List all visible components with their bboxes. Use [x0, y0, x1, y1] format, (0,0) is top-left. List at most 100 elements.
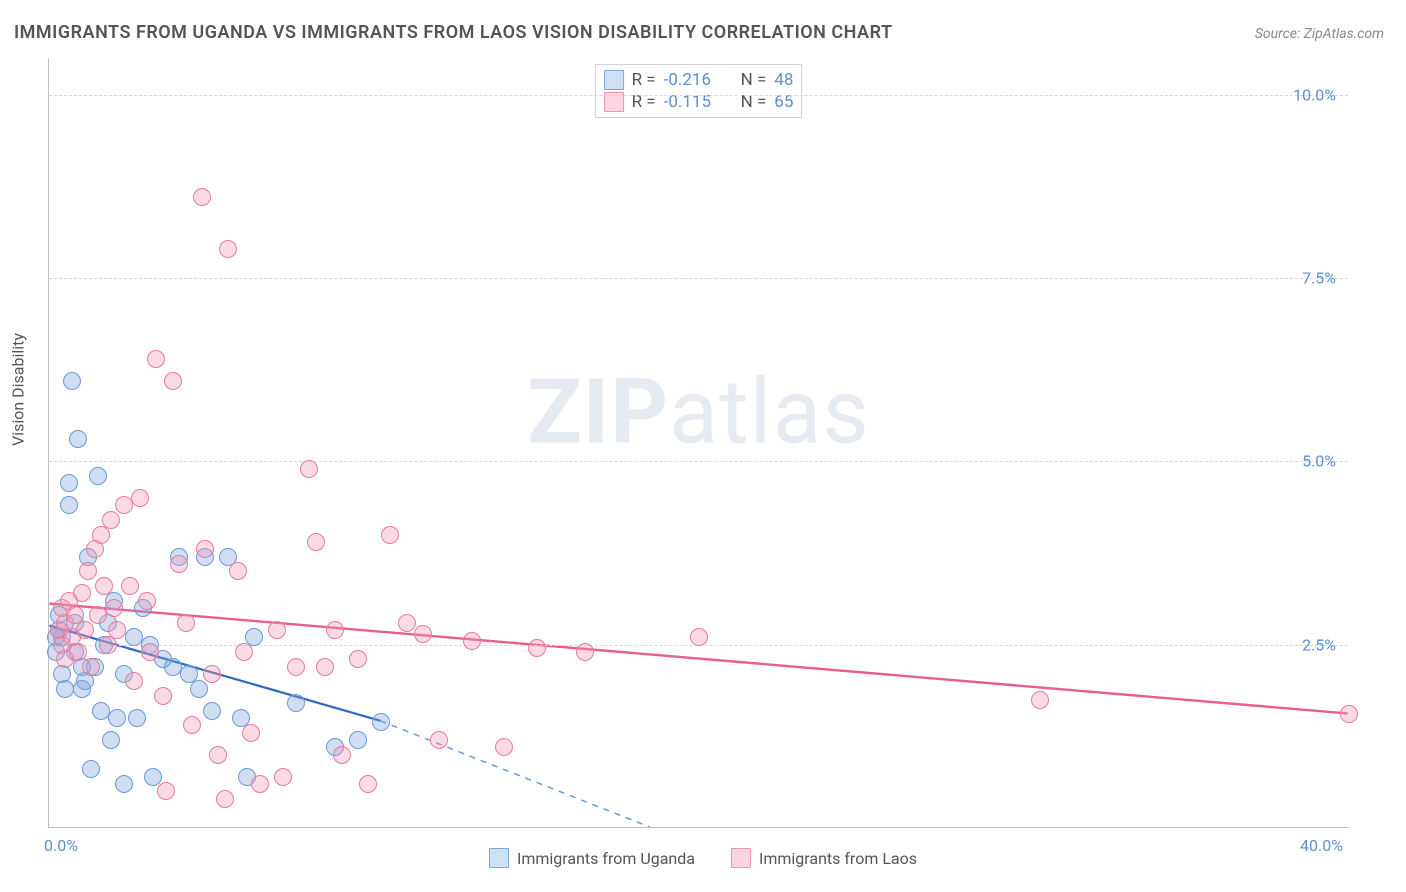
marker-laos [177, 614, 195, 632]
marker-laos [131, 489, 149, 507]
marker-laos [115, 496, 133, 514]
legend-swatch [489, 848, 509, 868]
y-tick-label: 7.5% [1302, 269, 1336, 288]
y-tick-label: 5.0% [1302, 452, 1336, 471]
y-axis-label: Vision Disability [9, 333, 28, 446]
marker-uganda [69, 430, 87, 448]
marker-uganda [128, 709, 146, 727]
y-tick-label: 10.0% [1293, 85, 1336, 104]
marker-uganda [102, 731, 120, 749]
marker-laos [274, 768, 292, 786]
marker-laos [82, 658, 100, 676]
n-label: N = [741, 70, 767, 90]
marker-laos [414, 625, 432, 643]
marker-laos [307, 533, 325, 551]
marker-laos [690, 628, 708, 646]
x-tick-label: 40.0% [1300, 836, 1343, 855]
marker-laos [203, 665, 221, 683]
marker-laos [164, 372, 182, 390]
marker-uganda [60, 474, 78, 492]
marker-laos [349, 650, 367, 668]
marker-laos [300, 460, 318, 478]
grid-line [49, 461, 1348, 462]
marker-uganda [89, 467, 107, 485]
marker-laos [359, 775, 377, 793]
marker-laos [154, 687, 172, 705]
marker-uganda [115, 775, 133, 793]
legend-label: Immigrants from Laos [759, 849, 917, 868]
marker-uganda [287, 694, 305, 712]
marker-uganda [190, 680, 208, 698]
marker-laos [76, 621, 94, 639]
n-value: 48 [774, 70, 793, 90]
marker-uganda [144, 768, 162, 786]
legend-label: Immigrants from Uganda [517, 849, 695, 868]
marker-laos [430, 731, 448, 749]
bottom-legend: Immigrants from Uganda Immigrants from La… [489, 848, 917, 868]
marker-laos [147, 350, 165, 368]
marker-laos [287, 658, 305, 676]
y-tick-label: 2.5% [1302, 635, 1336, 654]
stats-legend: R =-0.216N =48R =-0.115N =65 [595, 64, 803, 118]
marker-uganda [203, 702, 221, 720]
plot-area: ZIPatlas R =-0.216N =48R =-0.115N =65 2.… [48, 58, 1348, 828]
watermark: ZIPatlas [527, 359, 870, 464]
grid-line [49, 95, 1348, 96]
r-label: R = [632, 70, 656, 90]
trend-line-extrapolated [380, 721, 649, 827]
marker-laos [326, 621, 344, 639]
marker-uganda [372, 713, 390, 731]
marker-laos [251, 775, 269, 793]
watermark-zip: ZIP [527, 359, 669, 464]
legend-item: Immigrants from Laos [731, 848, 917, 868]
marker-laos [463, 632, 481, 650]
marker-laos [333, 746, 351, 764]
x-tick-label: 0.0% [44, 836, 78, 855]
marker-laos [157, 782, 175, 800]
marker-laos [108, 621, 126, 639]
marker-laos [235, 643, 253, 661]
marker-laos [95, 577, 113, 595]
r-value: -0.216 [664, 70, 719, 90]
marker-uganda [63, 372, 81, 390]
marker-laos [141, 643, 159, 661]
marker-laos [268, 621, 286, 639]
marker-laos [242, 724, 260, 742]
marker-laos [316, 658, 334, 676]
chart-container: IMMIGRANTS FROM UGANDA VS IMMIGRANTS FRO… [0, 0, 1406, 892]
watermark-atlas: atlas [669, 359, 870, 464]
marker-laos [398, 614, 416, 632]
marker-laos [495, 738, 513, 756]
marker-laos [125, 672, 143, 690]
marker-laos [576, 643, 594, 661]
grid-line [49, 278, 1348, 279]
chart-source: Source: ZipAtlas.com [1255, 26, 1384, 42]
marker-laos [1031, 691, 1049, 709]
marker-laos [196, 540, 214, 558]
marker-laos [138, 592, 156, 610]
legend-swatch [604, 70, 624, 90]
marker-laos [105, 599, 123, 617]
marker-laos [216, 790, 234, 808]
marker-laos [102, 511, 120, 529]
marker-laos [121, 577, 139, 595]
chart-title: IMMIGRANTS FROM UGANDA VS IMMIGRANTS FRO… [14, 22, 893, 43]
marker-uganda [82, 760, 100, 778]
marker-laos [69, 643, 87, 661]
legend-swatch [731, 848, 751, 868]
marker-laos [528, 639, 546, 657]
marker-uganda [108, 709, 126, 727]
marker-laos [381, 526, 399, 544]
marker-laos [1340, 705, 1358, 723]
marker-laos [89, 606, 107, 624]
marker-laos [79, 562, 97, 580]
marker-laos [183, 716, 201, 734]
marker-uganda [349, 731, 367, 749]
stats-row: R = -0.216 N = 48 [604, 69, 794, 91]
marker-uganda [60, 496, 78, 514]
marker-laos [193, 188, 211, 206]
marker-laos [209, 746, 227, 764]
marker-laos [73, 584, 91, 602]
marker-laos [219, 240, 237, 258]
marker-laos [170, 555, 188, 573]
